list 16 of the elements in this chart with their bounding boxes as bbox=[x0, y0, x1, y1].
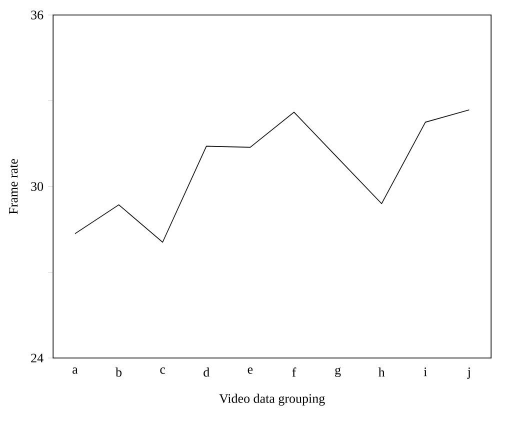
y-axis-title: Frame rate bbox=[9, 158, 18, 214]
y-tick-label: 24 bbox=[31, 354, 44, 362]
line-series bbox=[74, 109, 470, 243]
x-tick-label: d bbox=[204, 368, 210, 377]
x-axis-title: Video data grouping bbox=[219, 394, 325, 406]
x-tick-label: e bbox=[248, 368, 253, 374]
x-tick-label: i bbox=[424, 368, 427, 376]
x-tick-label: j bbox=[467, 368, 470, 379]
y-tick-label: 30 bbox=[31, 182, 44, 191]
x-tick-label: f bbox=[292, 368, 296, 377]
x-tick-label: g bbox=[335, 368, 341, 378]
x-tick-label: c bbox=[160, 368, 166, 374]
y-tick-label: 36 bbox=[31, 10, 44, 20]
x-tick-label: a bbox=[72, 368, 78, 374]
x-tick-label: b bbox=[116, 368, 122, 377]
x-tick-label: h bbox=[378, 368, 385, 377]
